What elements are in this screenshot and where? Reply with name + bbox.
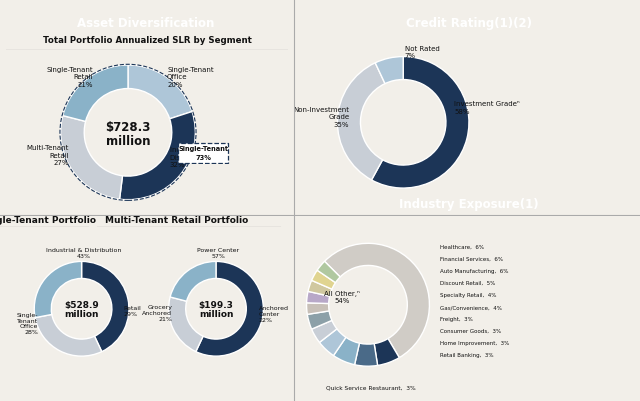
Text: Retail Banking,  3%: Retail Banking, 3% (440, 353, 494, 358)
Wedge shape (324, 243, 429, 358)
Text: Single-Tenant: Single-Tenant (178, 146, 228, 152)
Wedge shape (120, 111, 195, 200)
Wedge shape (337, 63, 385, 180)
Text: Financial Services,  6%: Financial Services, 6% (440, 257, 504, 262)
Text: Healthcare,  6%: Healthcare, 6% (440, 245, 484, 250)
Text: Retail
29%: Retail 29% (124, 306, 141, 316)
Text: 73%: 73% (195, 155, 211, 161)
Wedge shape (333, 337, 360, 365)
Wedge shape (355, 343, 378, 366)
Wedge shape (61, 115, 122, 199)
Text: Single-
Tenant
Office
28%: Single- Tenant Office 28% (17, 313, 38, 335)
Wedge shape (375, 57, 403, 84)
Text: Single-Tenant
Retail
21%: Single-Tenant Retail 21% (46, 67, 93, 87)
Text: million: million (106, 135, 150, 148)
Text: All Other,ⁿ
54%: All Other,ⁿ 54% (324, 291, 360, 304)
Text: Gas/Convenience,  4%: Gas/Convenience, 4% (440, 305, 502, 310)
Wedge shape (307, 292, 330, 304)
Text: $199.3: $199.3 (198, 301, 234, 310)
Text: Anchored
Center
22%: Anchored Center 22% (259, 306, 289, 323)
Wedge shape (308, 280, 332, 296)
Wedge shape (128, 65, 192, 119)
Text: Discount Retail,  5%: Discount Retail, 5% (440, 281, 496, 286)
Wedge shape (312, 320, 337, 342)
Text: Not Rated
7%: Not Rated 7% (404, 46, 439, 59)
Text: million: million (65, 310, 99, 320)
Wedge shape (196, 261, 263, 356)
Wedge shape (317, 261, 340, 283)
Text: Consumer Goods,  3%: Consumer Goods, 3% (440, 329, 502, 334)
Text: Home Improvement,  3%: Home Improvement, 3% (440, 341, 509, 346)
Text: Single-Tenant
Office
20%: Single-Tenant Office 20% (167, 67, 214, 87)
Text: Power Center
57%: Power Center 57% (197, 248, 239, 259)
Text: Multi-Tenant Retail Portfolio: Multi-Tenant Retail Portfolio (105, 216, 248, 225)
Text: Specialty Retail,  4%: Specialty Retail, 4% (440, 293, 497, 298)
Wedge shape (319, 329, 346, 356)
Wedge shape (170, 261, 216, 301)
Text: Industrial &
Distribution
32%: Industrial & Distribution 32% (170, 148, 211, 168)
Text: Grocery
Anchored
21%: Grocery Anchored 21% (143, 305, 172, 322)
Wedge shape (169, 297, 203, 352)
Text: Asset Diversification: Asset Diversification (77, 16, 214, 30)
Text: $528.9: $528.9 (64, 301, 99, 310)
Text: million: million (199, 310, 233, 320)
Text: Industrial & Distribution
43%: Industrial & Distribution 43% (46, 248, 122, 259)
Text: Multi-Tenant
Retail
27%: Multi-Tenant Retail 27% (26, 146, 68, 166)
Wedge shape (35, 261, 82, 318)
Text: Industry Exposure(1): Industry Exposure(1) (399, 198, 539, 211)
Text: Single-Tenant Portfolio: Single-Tenant Portfolio (0, 216, 96, 225)
Text: Credit Rating(1)(2): Credit Rating(1)(2) (406, 16, 532, 30)
Wedge shape (312, 270, 335, 289)
FancyBboxPatch shape (178, 142, 228, 163)
Wedge shape (307, 303, 329, 314)
Wedge shape (307, 311, 332, 329)
Text: $728.3: $728.3 (106, 121, 150, 134)
Text: Freight,  3%: Freight, 3% (440, 317, 473, 322)
Text: Investment Gradeⁿ
58%: Investment Gradeⁿ 58% (454, 101, 520, 115)
Wedge shape (35, 314, 102, 356)
Text: Auto Manufacturing,  6%: Auto Manufacturing, 6% (440, 269, 509, 274)
Text: Total Portfolio Annualized SLR by Segment: Total Portfolio Annualized SLR by Segmen… (43, 36, 252, 45)
Text: Non-Investment
Grade
35%: Non-Investment Grade 35% (293, 107, 349, 128)
Text: Quick Service Restaurant,  3%: Quick Service Restaurant, 3% (326, 385, 416, 390)
Wedge shape (371, 57, 469, 188)
Wedge shape (81, 261, 129, 352)
Wedge shape (374, 338, 399, 365)
Wedge shape (63, 65, 128, 122)
